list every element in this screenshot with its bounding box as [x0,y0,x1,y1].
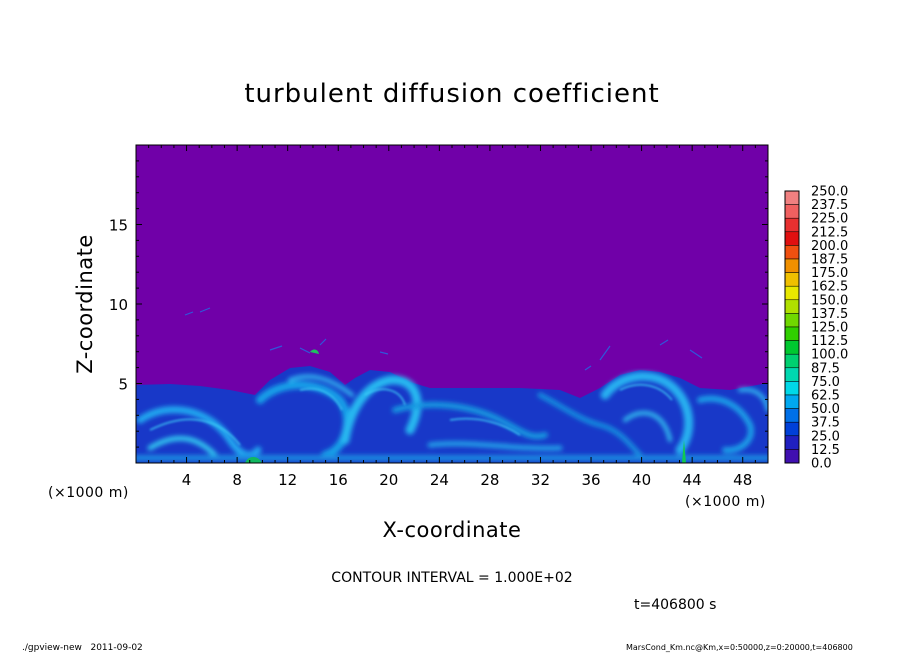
colorbar-band [784,204,800,219]
colorbar-label: 200.0 [811,239,848,254]
colorbar-band [784,313,800,328]
colorbar-label: 0.0 [811,457,832,472]
x-tick-label: 16 [329,471,348,489]
turbulence-puff [299,347,311,354]
x-axis-label: X-coordinate [383,518,522,542]
x-unit-label-right: (×1000 m) [685,494,766,510]
colorbar-label: 12.5 [811,443,840,458]
colorbar-label: 37.5 [811,416,840,431]
green-spike [682,440,686,463]
colorbar-label: 25.0 [811,429,840,444]
colorbar-band [784,408,800,423]
colorbar-label: 162.5 [811,280,848,295]
colorbar-band [784,245,800,260]
x-tick-label: 40 [632,471,651,489]
colorbar-label: 175.0 [811,266,848,281]
colorbar-label: 62.5 [811,389,840,404]
x-tick-label: 4 [182,471,192,489]
x-tick-label: 20 [379,471,398,489]
colorbar-band [784,190,800,205]
turbulence-swirl [600,371,694,455]
footer-left: ./gpview-new 2011-09-02 [22,643,143,653]
colorbar-label: 250.0 [811,185,848,200]
turbulence-swirl [288,374,354,397]
colorbar-band [784,394,800,409]
x-tick-label: 12 [278,471,297,489]
turbulence-swirl [256,381,352,459]
colorbar-label: 225.0 [811,212,848,227]
colorbar-label: 150.0 [811,293,848,308]
colorbar-label: 100.0 [811,348,848,363]
colorbar-band [784,421,800,437]
turbulence-swirl [392,401,548,440]
turbulence-puff [599,345,611,361]
colorbar-band [784,231,800,246]
turbulence-puff [319,338,327,346]
turbulence-puff [379,351,389,355]
colorbar-band [784,299,800,314]
turbulence-swirl [427,441,563,451]
time-label: t=406800 s [634,597,716,613]
colorbar-label: 237.5 [811,198,848,213]
turbulence-swirl [147,435,218,458]
colorbar-band [784,353,800,369]
green-patch [245,457,262,463]
footer-right: MarsCond_Km.nc@Km,x=0:50000,z=0:20000,t=… [626,643,853,652]
turbulence-swirl [537,392,643,458]
x-tick-label: 24 [430,471,449,489]
contour-interval: CONTOUR INTERVAL = 1.000E+02 [331,570,572,586]
turbulence-filament [619,384,673,401]
colorbar-band [784,285,800,301]
turbulence-puff [199,307,211,313]
colorbar-label: 50.0 [811,402,840,417]
x-tick-label: 32 [531,471,550,489]
turbulence-filament [364,388,406,406]
colorbar-label: 187.5 [811,253,848,268]
colorbar-label: 87.5 [811,361,840,376]
turbulence-puff [184,311,194,316]
colorbar-frame [784,190,800,464]
y-axis-label: Z-coordinate [73,234,97,374]
colorbar-band [784,449,800,464]
colorbar-band [784,367,800,382]
colorbar-band [784,217,800,233]
colorbar-band [784,435,800,450]
y-tick-label: 5 [118,376,128,394]
y-axis: 5 10 15 [109,160,768,448]
turbulence-filament [449,417,521,436]
colorbar-label: 112.5 [811,334,848,349]
turbulence-puff [584,365,592,371]
turbulence-filament [149,418,241,446]
x-tick-label: 28 [480,471,499,489]
turbulence-puff [659,339,669,346]
colorbar-band [784,272,800,287]
turbulence-field [136,307,768,463]
x-tick-label: 8 [232,471,242,489]
turbulence-filament [299,388,343,411]
colorbar-band [784,340,800,355]
x-unit-label-left: (×1000 m) [48,485,129,501]
turbulence-swirl [623,410,672,442]
chart-title: turbulent diffusion coefficient [244,79,659,109]
turbulence-puff [689,349,703,359]
colorbar-label: 75.0 [811,375,840,390]
y-tick-label: 15 [109,217,128,235]
colorbar-band [784,326,800,341]
colorbar-label: 137.5 [811,307,848,322]
colorbar-band [784,258,800,273]
y-tick-label: 10 [109,296,128,314]
turbulence-swirl [738,387,768,412]
colorbar-label: 125.0 [811,321,848,336]
colorbar-band [784,381,800,396]
colorbar-label: 212.5 [811,225,848,240]
turbulence-swirl [697,395,754,454]
x-tick-label: 48 [733,471,752,489]
green-patch [310,349,319,354]
x-tick-label: 36 [581,471,600,489]
colorbar: 250.0237.5225.0212.5200.0187.5175.0162.5… [784,185,848,472]
turbulence-puff [269,345,283,351]
x-axis: 4 8 12 16 20 24 28 32 36 40 44 48 [148,145,756,489]
x-tick-label: 44 [683,471,702,489]
